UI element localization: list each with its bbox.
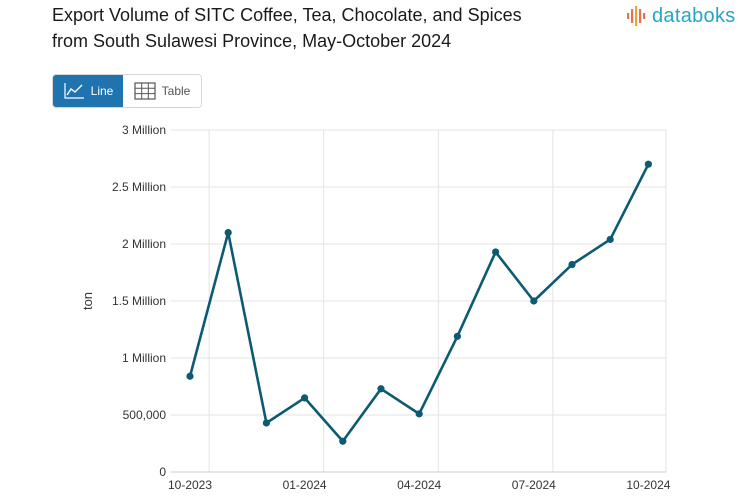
y-tick-label: 2.5 Million <box>112 180 166 194</box>
y-axis-title: ton <box>80 292 95 310</box>
y-tick-label: 0 <box>159 465 166 479</box>
y-tick-label: 500,000 <box>123 408 167 422</box>
data-point <box>530 297 538 305</box>
databoks-logo-icon <box>627 6 646 26</box>
table-view-button[interactable]: Table <box>123 75 201 107</box>
data-point <box>644 160 653 168</box>
y-tick-label: 2 Million <box>122 237 166 251</box>
y-tick-label: 3 Million <box>122 123 166 137</box>
data-point <box>262 419 270 427</box>
x-tick-label: 10-2023 <box>168 478 212 492</box>
y-tick-label: 1 Million <box>122 351 166 365</box>
data-point <box>224 229 232 237</box>
data-point <box>186 372 194 380</box>
series-line <box>188 162 650 443</box>
data-point <box>606 235 614 244</box>
table-view-label: Table <box>161 84 191 98</box>
line-chart-icon <box>64 83 84 99</box>
line-view-label: Line <box>90 84 114 98</box>
x-tick-label: 04-2024 <box>397 478 441 492</box>
data-point <box>453 332 461 340</box>
line-view-button[interactable]: Line <box>53 75 123 107</box>
view-toggle: Line Table <box>52 74 202 108</box>
brand-logo: databoks <box>626 4 736 28</box>
chart-title-line-2: from South Sulawesi Province, May-Octobe… <box>52 31 452 51</box>
brand-name: databoks <box>652 4 736 27</box>
y-tick-label: 1.5 Million <box>112 294 166 308</box>
table-icon <box>134 82 156 100</box>
data-point <box>415 410 423 418</box>
chart-title-line-1: Export Volume of SITC Coffee, Tea, Choco… <box>52 5 522 25</box>
data-point <box>339 437 347 445</box>
x-tick-label: 07-2024 <box>512 478 556 492</box>
data-point <box>568 260 576 269</box>
data-point <box>377 385 385 393</box>
chart-title: Export Volume of SITC Coffee, Tea, Choco… <box>52 2 612 54</box>
data-point <box>301 394 309 402</box>
x-tick-label: 10-2024 <box>626 478 670 492</box>
x-tick-label: 01-2024 <box>283 478 327 492</box>
data-point <box>492 248 500 256</box>
